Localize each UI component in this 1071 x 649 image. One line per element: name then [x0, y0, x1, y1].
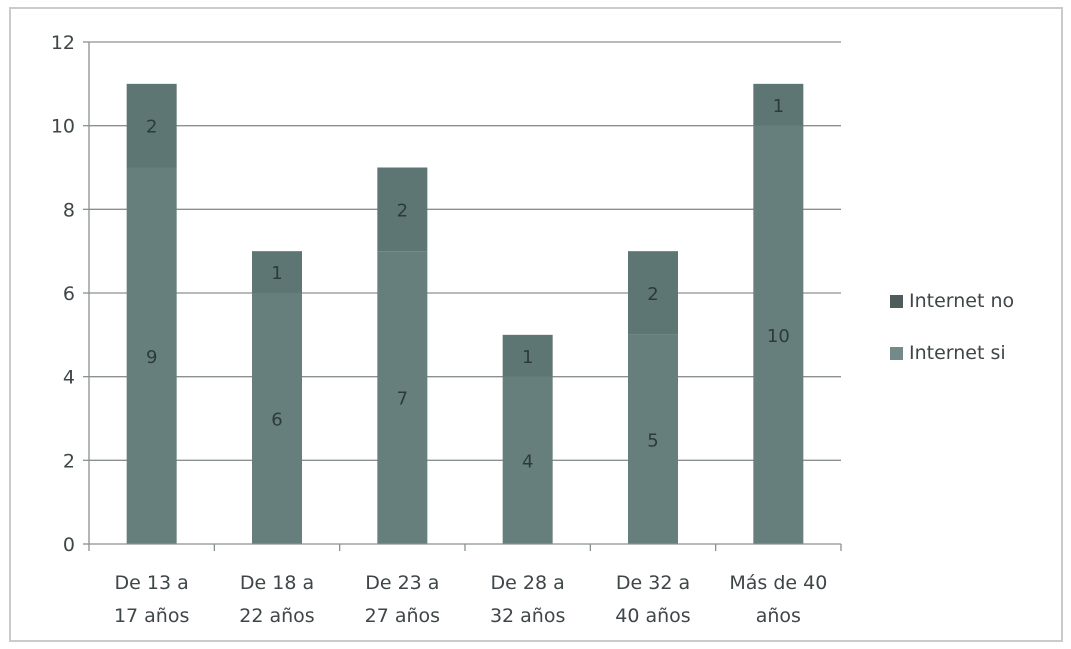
bars — [126, 83, 804, 545]
legend-label: Internet no — [909, 290, 1014, 312]
bar-segment — [126, 167, 177, 544]
data-label: 2 — [146, 117, 157, 138]
data-label: 10 — [767, 326, 790, 347]
data-label: 7 — [397, 389, 408, 410]
legend-swatch — [890, 347, 903, 360]
x-category-label: De 28 a 32 años — [490, 572, 565, 627]
y-axis-ticks: 0 2 4 6 8 10 12 — [51, 32, 89, 556]
y-tick-label: 2 — [63, 450, 75, 472]
gridlines — [89, 41, 841, 461]
legend-swatch — [890, 295, 903, 308]
y-tick-label: 4 — [63, 367, 75, 389]
data-label: 9 — [146, 347, 157, 368]
y-tick-label: 12 — [51, 32, 75, 54]
bar-segment — [252, 251, 302, 293]
bar-segment — [628, 251, 678, 335]
data-label: 1 — [773, 96, 784, 117]
bar-segment — [753, 83, 804, 126]
data-label: 5 — [647, 430, 658, 451]
bar-segment — [377, 251, 428, 544]
bar-segment — [753, 125, 804, 545]
legend: Internet no Internet si — [890, 290, 1014, 364]
y-tick-label: 10 — [51, 116, 75, 138]
y-tick-label: 6 — [63, 283, 75, 305]
bar-segment — [252, 293, 302, 544]
x-category-label: De 23 a 27 años — [365, 572, 440, 627]
data-labels: 9 2 6 1 7 2 4 1 5 2 10 1 — [146, 96, 790, 473]
bar-segment — [126, 83, 177, 168]
y-tick-label: 8 — [63, 199, 75, 221]
x-category-label: De 18 a 22 años — [239, 572, 314, 627]
bar-segment — [628, 334, 678, 544]
data-label: 2 — [397, 200, 408, 221]
y-tick-label: 0 — [63, 534, 75, 556]
x-category-label: De 32 a 40 años — [615, 572, 690, 627]
bar-segment — [377, 167, 428, 252]
x-axis: De 13 a 17 años De 18 a 22 años De 23 a 27 añ… — [88, 42, 842, 627]
data-label: 2 — [647, 284, 658, 305]
bar-segment — [502, 376, 553, 544]
data-label: 1 — [271, 263, 282, 284]
chart-frame: 0 2 4 6 8 10 12 9 2 6 1 7 2 4 1 5 2 10 1 De 13 a 17 años De… — [9, 7, 1063, 642]
x-category-label: Más de 40 años — [729, 572, 827, 627]
bar-segment — [502, 334, 553, 377]
data-label: 1 — [522, 347, 533, 368]
x-category-label: De 13 a 17 años — [114, 572, 189, 627]
data-label: 6 — [271, 410, 282, 431]
data-label: 4 — [522, 451, 533, 472]
legend-label: Internet si — [909, 342, 1006, 364]
